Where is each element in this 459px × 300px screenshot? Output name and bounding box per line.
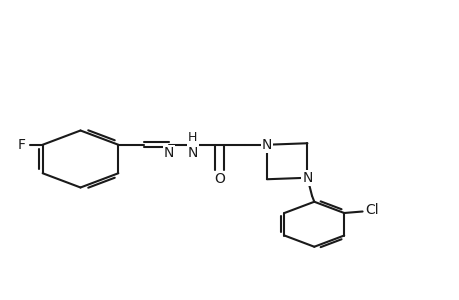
Text: N: N [163, 146, 174, 160]
Text: N: N [302, 171, 312, 185]
Text: N: N [261, 138, 272, 152]
Text: Cl: Cl [364, 203, 378, 217]
Text: N: N [187, 146, 198, 160]
Text: H: H [188, 131, 197, 144]
Text: F: F [18, 138, 26, 152]
Text: O: O [213, 172, 224, 186]
